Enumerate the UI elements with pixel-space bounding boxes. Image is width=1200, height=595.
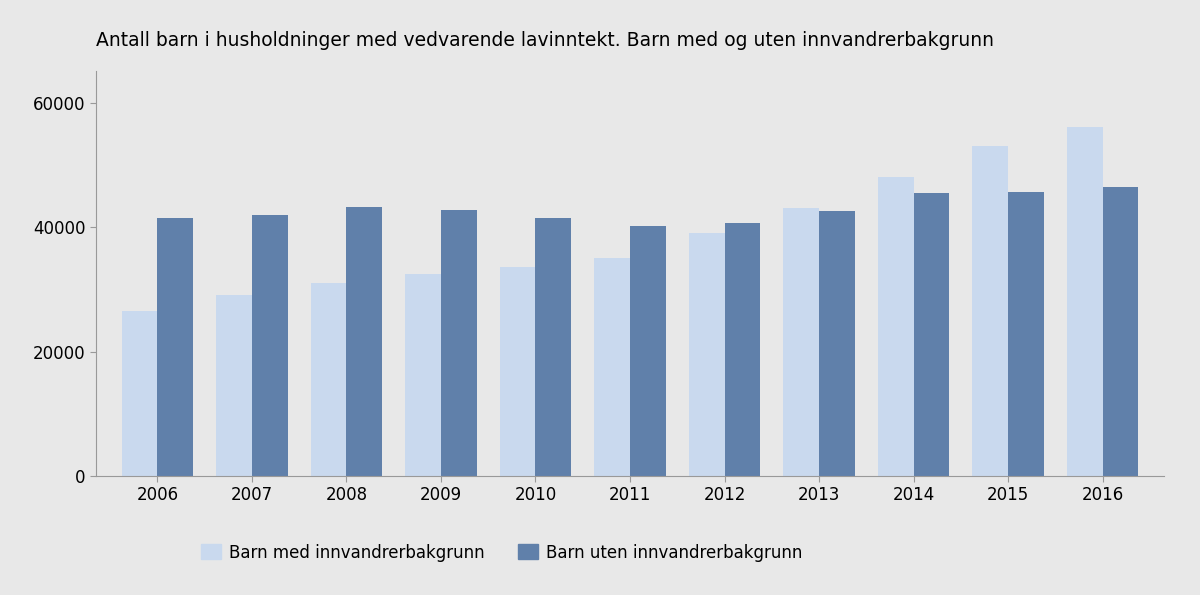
Bar [347, 207, 383, 476]
Bar [157, 218, 193, 476]
Bar [499, 268, 535, 476]
Bar [972, 146, 1008, 476]
Bar [1103, 187, 1139, 476]
Bar [820, 211, 854, 476]
Bar [406, 274, 440, 476]
Bar [1067, 127, 1103, 476]
Bar [535, 218, 571, 476]
Bar [630, 226, 666, 476]
Bar [913, 193, 949, 476]
Bar [252, 215, 288, 476]
Bar [689, 233, 725, 476]
Legend: Barn med innvandrerbakgrunn, Barn uten innvandrerbakgrunn: Barn med innvandrerbakgrunn, Barn uten i… [194, 537, 810, 568]
Bar [311, 283, 347, 476]
Bar [877, 177, 913, 476]
Bar [784, 208, 820, 476]
Text: Antall barn i husholdninger med vedvarende lavinntekt. Barn med og uten innvandr: Antall barn i husholdninger med vedvaren… [96, 32, 994, 51]
Bar [1008, 192, 1044, 476]
Bar [440, 210, 476, 476]
Bar [216, 296, 252, 476]
Bar [121, 311, 157, 476]
Bar [725, 223, 761, 476]
Bar [594, 258, 630, 476]
